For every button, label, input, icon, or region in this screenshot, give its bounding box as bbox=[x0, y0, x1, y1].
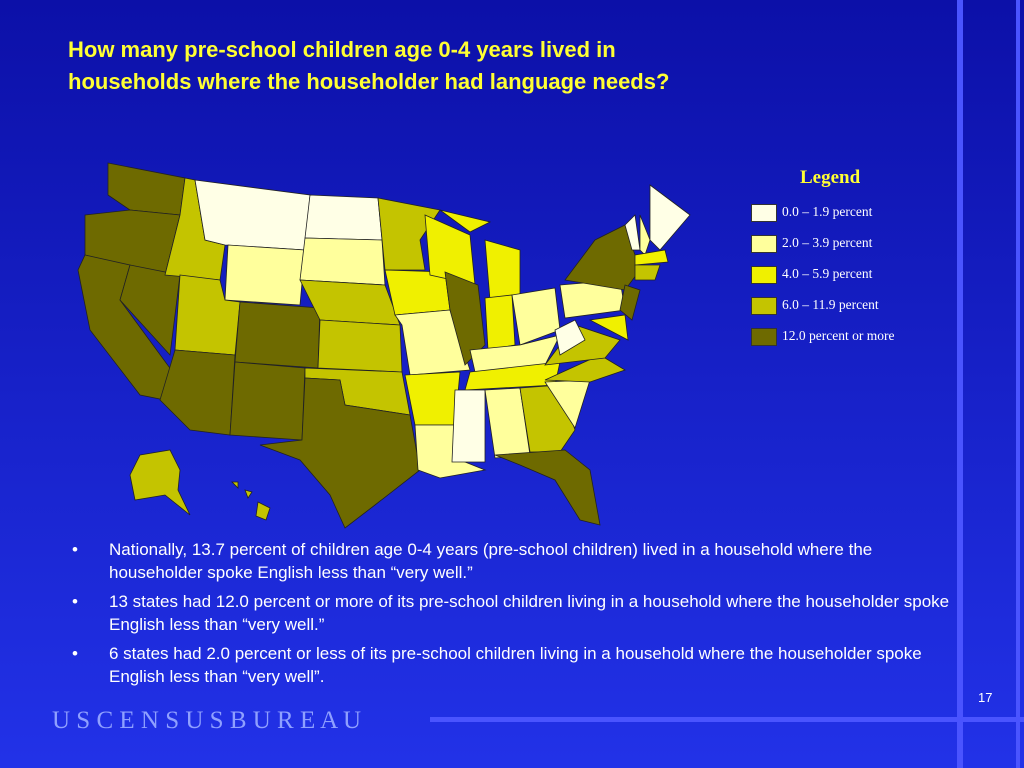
state bbox=[194, 179, 311, 251]
legend-swatch bbox=[751, 266, 777, 284]
bullet: 6 states had 2.0 percent or less of its … bbox=[70, 642, 950, 688]
legend-label: 4.0 – 5.9 percent bbox=[782, 266, 873, 281]
state bbox=[494, 449, 601, 526]
state bbox=[649, 184, 691, 251]
state bbox=[119, 264, 181, 356]
vertical-rule bbox=[1016, 0, 1020, 768]
legend-swatch bbox=[751, 204, 777, 222]
state bbox=[588, 314, 629, 341]
state bbox=[299, 237, 386, 286]
legend-label: 2.0 – 3.9 percent bbox=[782, 235, 873, 250]
state bbox=[224, 244, 306, 306]
state bbox=[259, 377, 421, 529]
state bbox=[129, 449, 191, 516]
state bbox=[484, 294, 516, 351]
state bbox=[469, 334, 561, 373]
legend-label: 12.0 percent or more bbox=[782, 328, 895, 343]
state bbox=[244, 489, 253, 499]
state bbox=[231, 481, 239, 489]
state bbox=[439, 209, 492, 233]
bullet-list: Nationally, 13.7 percent of children age… bbox=[70, 538, 950, 694]
bullet: Nationally, 13.7 percent of children age… bbox=[70, 538, 950, 584]
title-line: How many pre-school children age 0-4 yea… bbox=[68, 37, 616, 62]
state bbox=[634, 249, 669, 266]
map bbox=[77, 162, 691, 529]
state bbox=[394, 309, 471, 376]
page-number: 17 bbox=[978, 690, 993, 705]
state bbox=[229, 361, 306, 441]
state bbox=[304, 194, 383, 241]
state bbox=[639, 214, 651, 256]
legend-swatch bbox=[751, 328, 777, 346]
state bbox=[404, 371, 461, 426]
title-line: households where the householder had lan… bbox=[68, 69, 670, 94]
state bbox=[234, 301, 321, 369]
horizontal-rule bbox=[430, 717, 1024, 722]
state bbox=[159, 349, 236, 436]
legend-swatch bbox=[751, 235, 777, 253]
legend-label: 6.0 – 11.9 percent bbox=[782, 297, 879, 312]
vertical-rule bbox=[957, 0, 963, 768]
footer-logo: U S C E N S U S B U R E A U bbox=[52, 707, 362, 734]
state bbox=[377, 197, 441, 271]
legend-title: Legend bbox=[800, 167, 861, 188]
legend-swatch bbox=[751, 297, 777, 315]
state bbox=[554, 319, 586, 356]
state bbox=[619, 284, 641, 321]
state bbox=[255, 501, 271, 521]
state bbox=[451, 389, 486, 463]
state bbox=[484, 239, 521, 301]
state bbox=[317, 319, 403, 373]
slide-title: How many pre-school children age 0-4 yea… bbox=[68, 34, 669, 98]
state bbox=[544, 354, 626, 383]
bullet: 13 states had 12.0 percent or more of it… bbox=[70, 590, 950, 636]
state bbox=[634, 264, 661, 281]
state bbox=[107, 162, 186, 216]
legend-label: 0.0 – 1.9 percent bbox=[782, 204, 873, 219]
